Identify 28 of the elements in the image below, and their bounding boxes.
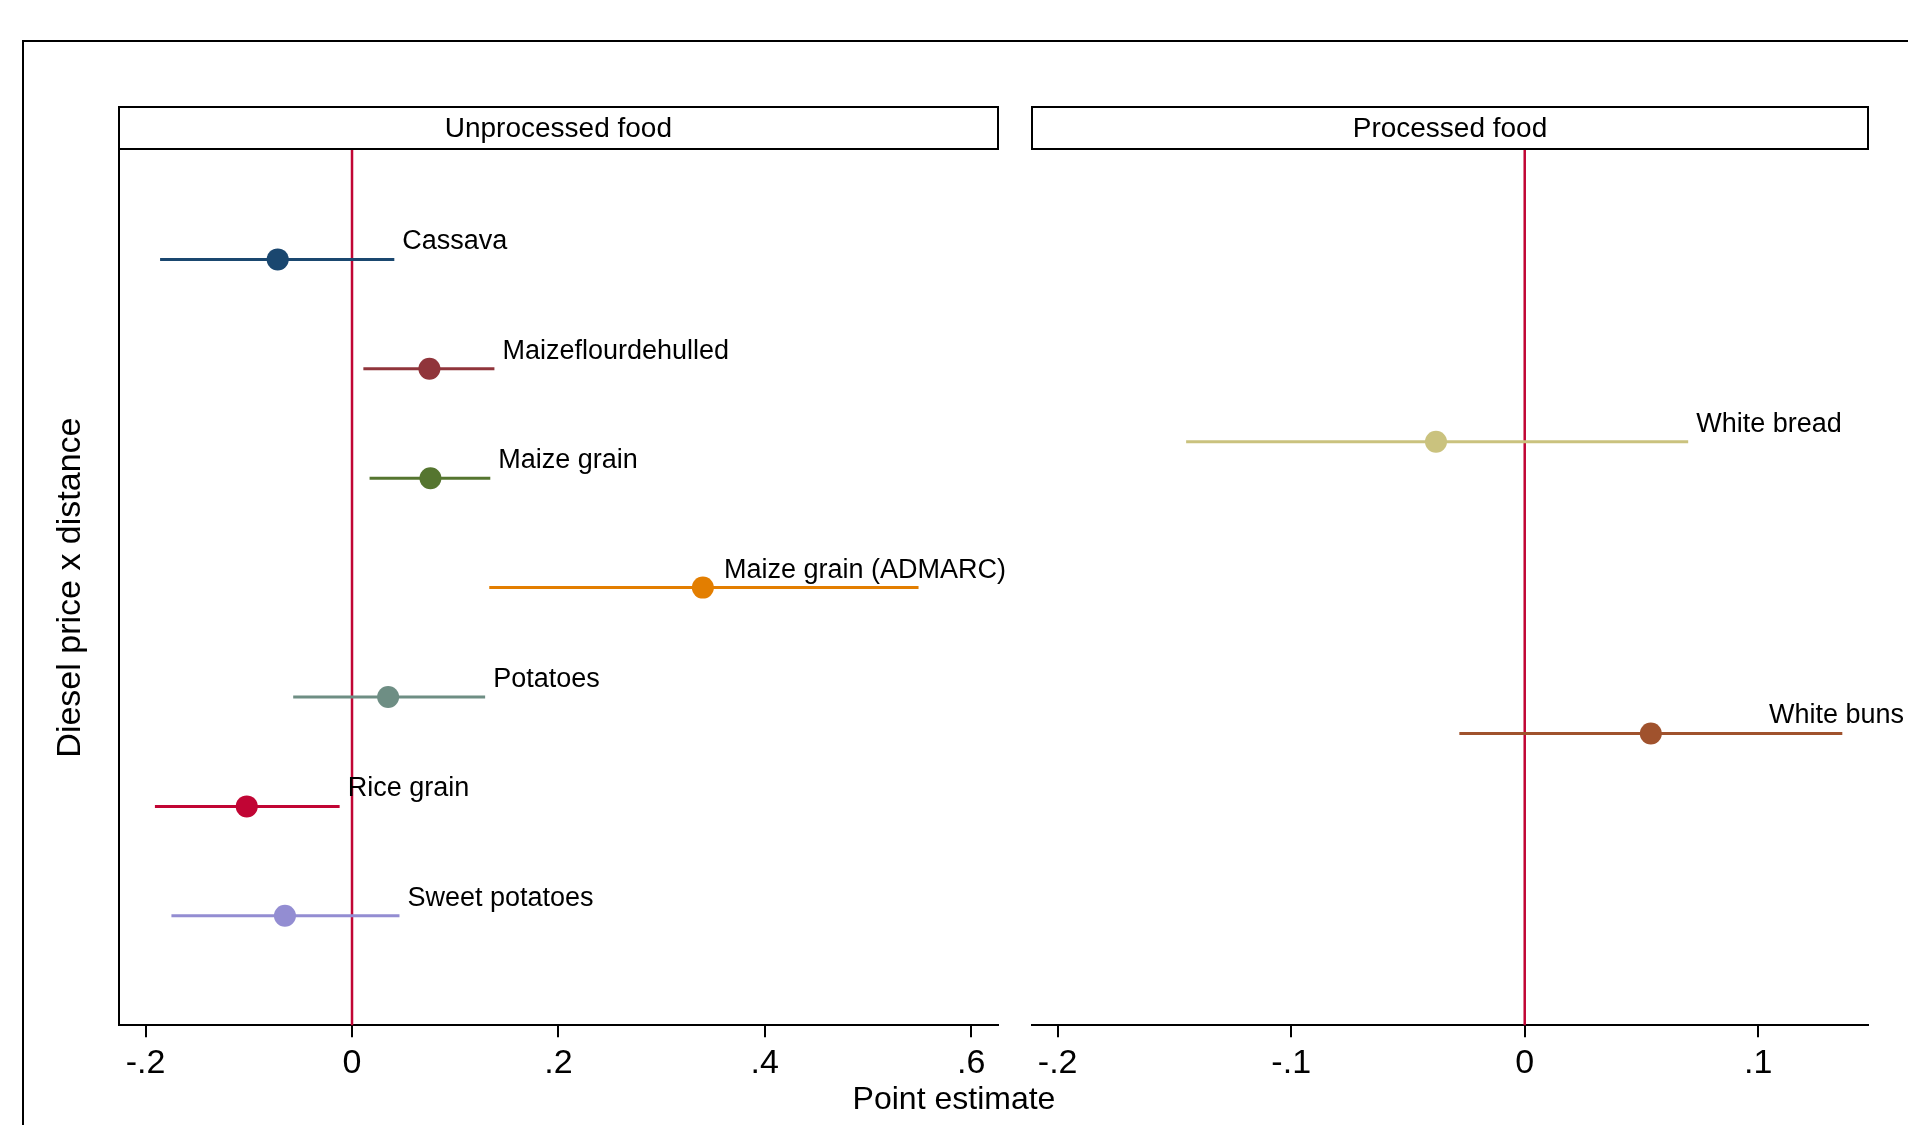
x-tick-label: 0 [1515,1041,1535,1080]
chart-title: Processed food [1031,106,1869,150]
text: Maizeflourdehulled [502,334,730,365]
x-tick-label: .6 [956,1041,986,1080]
point [273,904,296,927]
x-tick-label: 0 [342,1041,362,1080]
y-axis-title: Diesel price x distance [48,417,87,758]
x-axis-title: Point estimate [851,1080,1057,1117]
point [377,686,400,708]
chart-title: Unprocessed food [117,106,999,150]
text: Potatoes [493,662,600,693]
text: Maize grain [498,444,638,475]
text: Cassava [402,225,509,256]
text: White bread [1696,407,1842,438]
point [266,248,289,271]
series-label: Maize grain (ADMARC) [723,553,1007,584]
text: Sweet potatoes [407,881,594,912]
x-tick-label: -.1 [1271,1041,1312,1080]
x-tick-label: -.2 [1037,1041,1078,1080]
x-tick-label: .4 [750,1041,779,1080]
point [691,576,714,599]
x-tick-label: .1 [1744,1041,1773,1080]
x-tick-label: -.2 [125,1041,166,1080]
text: White buns [1768,699,1905,730]
point [419,467,442,490]
x-tick-label: .2 [544,1041,573,1080]
point [418,357,441,380]
point [235,795,258,818]
